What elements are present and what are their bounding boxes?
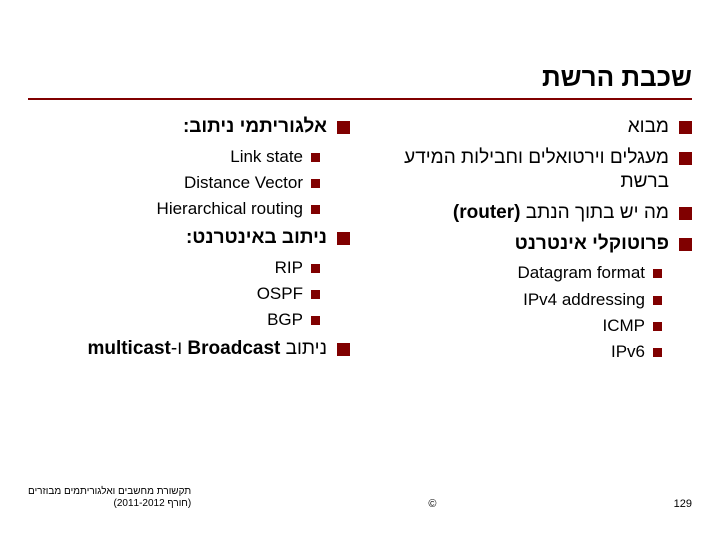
bullet-icon: [679, 207, 692, 220]
sub-label: RIP: [275, 257, 303, 279]
bullet-icon: [337, 121, 350, 134]
bullet-icon: [679, 152, 692, 165]
sub-label: BGP: [267, 309, 303, 331]
sub-item: OSPF: [28, 283, 350, 305]
sub-bullet-icon: [311, 264, 320, 273]
bullet-label: ניתוב Broadcast ו-multicast: [87, 337, 327, 362]
footer-page: 129: [674, 498, 692, 510]
sub-item: BGP: [28, 309, 350, 331]
footer-course: תקשורת מחשבים ואלגוריתמים מבוזרים (חורף …: [28, 486, 191, 510]
sub-item: RIP: [28, 257, 350, 279]
sub-label: IPv4 addressing: [523, 289, 645, 311]
sub-bullet-icon: [311, 316, 320, 325]
sub-item: Datagram format: [370, 262, 692, 284]
bullet-item: ניתוב Broadcast ו-multicast: [28, 337, 350, 362]
bullet-icon: [679, 121, 692, 134]
bullet-label: פרוטוקלי אינטרנט: [515, 232, 669, 257]
footer: תקשורת מחשבים ואלגוריתמים מבוזרים (חורף …: [28, 486, 692, 510]
sub-label: IPv6: [611, 341, 645, 363]
bullet-item: פרוטוקלי אינטרנט: [370, 232, 692, 257]
bullet-item: מעגלים וירטואלים וחבילות המידע ברשת: [370, 146, 692, 195]
footer-line1: תקשורת מחשבים ואלגוריתמים מבוזרים: [28, 486, 191, 498]
bullet-label: מה יש בתוך הנתב (router): [453, 201, 669, 226]
bullet-item: מבוא: [370, 115, 692, 140]
sub-item: IPv4 addressing: [370, 289, 692, 311]
sub-bullet-icon: [311, 205, 320, 214]
sub-bullet-icon: [311, 290, 320, 299]
slide-title: שכבת הרשת: [542, 62, 692, 93]
sub-bullet-icon: [653, 296, 662, 305]
sub-bullet-icon: [653, 348, 662, 357]
content-area: אלגוריתמי ניתוב: Link state Distance Vec…: [0, 115, 720, 368]
sub-bullet-icon: [653, 322, 662, 331]
bullet-label: מבוא: [628, 115, 669, 140]
sub-item: Distance Vector: [28, 172, 350, 194]
sub-label: ICMP: [603, 315, 646, 337]
bullet-icon: [337, 232, 350, 245]
bullet-icon: [679, 238, 692, 251]
sub-label: Hierarchical routing: [157, 198, 303, 220]
slide: שכבת הרשת אלגוריתמי ניתוב: Link state Di…: [0, 0, 720, 540]
bullet-item: אלגוריתמי ניתוב:: [28, 115, 350, 140]
sub-label: Datagram format: [517, 262, 645, 284]
column-right: מבוא מעגלים וירטואלים וחבילות המידע ברשת…: [360, 115, 720, 368]
sub-label: Distance Vector: [184, 172, 303, 194]
bullet-item: ניתוב באינטרנט:: [28, 226, 350, 251]
title-underline: [28, 98, 692, 100]
sub-item: IPv6: [370, 341, 692, 363]
footer-copyright: ©: [191, 498, 673, 510]
sub-label: OSPF: [257, 283, 303, 305]
sub-bullet-icon: [311, 179, 320, 188]
bullet-icon: [337, 343, 350, 356]
footer-line2: (חורף 2011-2012): [28, 498, 191, 510]
column-left: אלגוריתמי ניתוב: Link state Distance Vec…: [0, 115, 360, 368]
sub-item: Link state: [28, 146, 350, 168]
sub-item: ICMP: [370, 315, 692, 337]
bullet-item: מה יש בתוך הנתב (router): [370, 201, 692, 226]
sub-item: Hierarchical routing: [28, 198, 350, 220]
bullet-label: אלגוריתמי ניתוב:: [183, 115, 327, 140]
sub-bullet-icon: [311, 153, 320, 162]
sub-label: Link state: [230, 146, 303, 168]
bullet-label: ניתוב באינטרנט:: [186, 226, 327, 251]
bullet-label: מעגלים וירטואלים וחבילות המידע ברשת: [370, 146, 669, 195]
sub-bullet-icon: [653, 269, 662, 278]
